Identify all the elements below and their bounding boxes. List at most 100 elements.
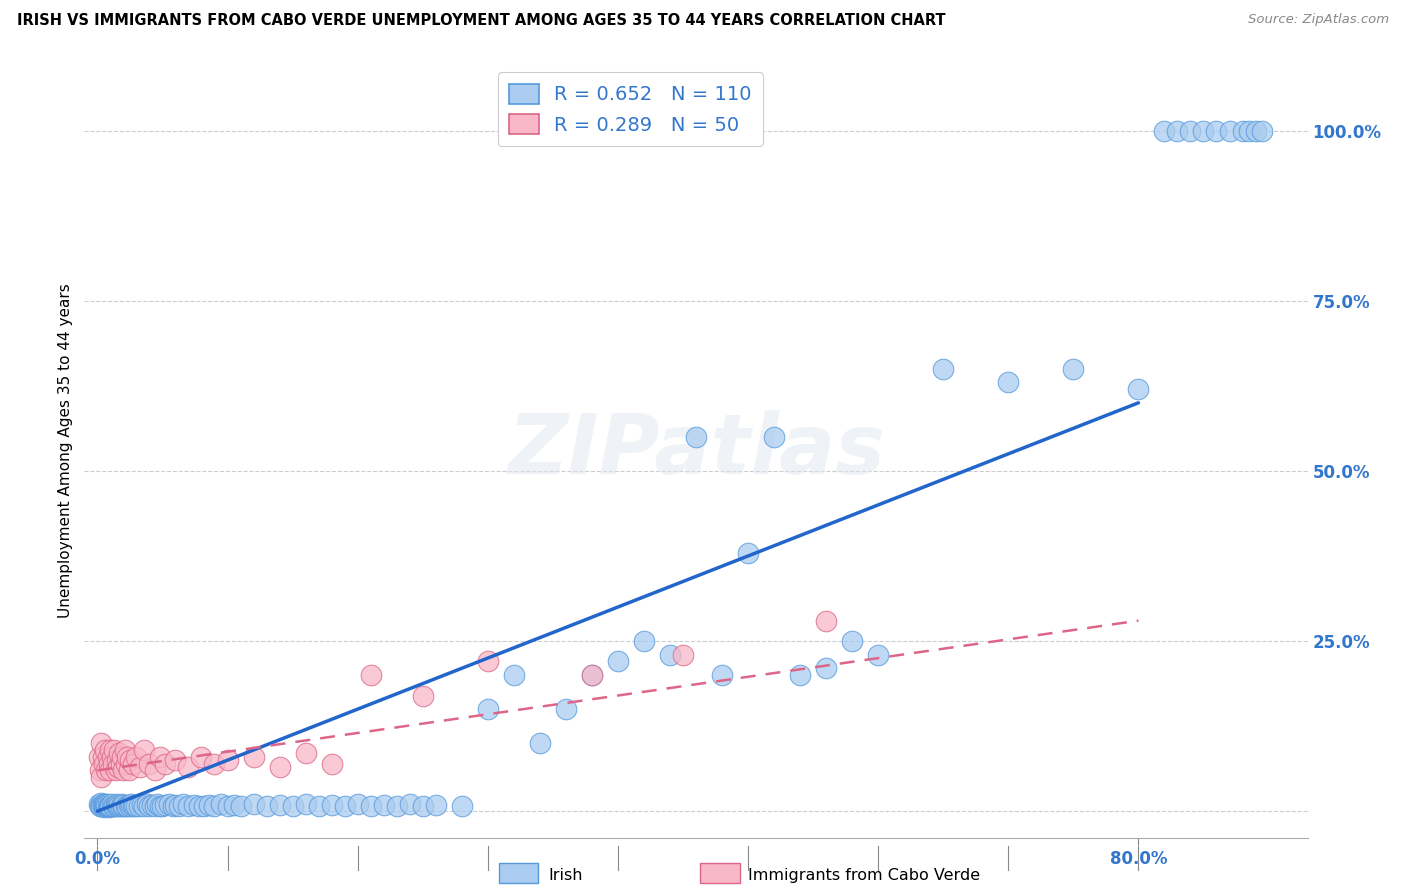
Point — [477, 702, 499, 716]
Point — [97, 797, 120, 812]
Point — [581, 668, 603, 682]
Point — [125, 749, 148, 764]
Point — [100, 799, 122, 814]
Point — [333, 798, 356, 813]
Point — [294, 747, 316, 761]
Point — [398, 797, 420, 812]
Point — [89, 798, 111, 813]
Point — [105, 797, 128, 812]
Point — [1062, 361, 1084, 376]
Point — [122, 798, 145, 813]
Point — [1153, 123, 1175, 137]
Point — [149, 749, 172, 764]
Point — [90, 736, 112, 750]
Point — [256, 799, 278, 814]
Point — [1128, 382, 1150, 396]
Point — [105, 753, 128, 767]
Point — [360, 799, 382, 814]
Point — [93, 800, 115, 814]
Point — [97, 749, 120, 764]
Point — [117, 798, 139, 813]
Point — [94, 743, 117, 757]
Point — [93, 798, 115, 813]
Point — [146, 797, 169, 812]
Point — [815, 614, 838, 628]
Point — [112, 764, 135, 778]
Point — [104, 798, 127, 813]
Point — [108, 747, 131, 761]
Text: Source: ZipAtlas.com: Source: ZipAtlas.com — [1249, 13, 1389, 27]
Point — [606, 655, 628, 669]
Point — [529, 736, 551, 750]
Point — [763, 430, 786, 444]
Point — [98, 800, 121, 814]
Point — [1166, 123, 1188, 137]
Point — [141, 798, 163, 813]
Point — [1237, 123, 1260, 137]
Point — [269, 798, 291, 813]
Point — [97, 798, 120, 813]
Point — [672, 648, 695, 662]
Point — [89, 764, 111, 778]
Point — [554, 702, 576, 716]
Point — [177, 760, 200, 774]
Point — [193, 799, 215, 814]
Point — [373, 798, 395, 813]
Point — [120, 797, 142, 812]
Point — [103, 799, 125, 814]
Point — [94, 797, 117, 812]
Point — [172, 797, 194, 812]
Point — [360, 668, 382, 682]
Point — [112, 799, 135, 814]
Point — [229, 798, 252, 813]
Point — [100, 797, 122, 812]
Point — [143, 798, 166, 813]
Point — [107, 799, 129, 814]
Point — [198, 798, 221, 813]
Point — [98, 798, 121, 813]
Point — [134, 798, 156, 813]
Point — [118, 753, 141, 767]
Point — [101, 756, 124, 771]
Point — [269, 760, 291, 774]
Point — [107, 760, 129, 774]
Point — [100, 764, 122, 778]
Point — [152, 798, 174, 813]
Point — [111, 749, 134, 764]
Point — [114, 743, 136, 757]
Point — [841, 634, 863, 648]
Point — [94, 798, 117, 813]
Point — [183, 798, 205, 813]
Point — [815, 661, 838, 675]
Point — [118, 798, 141, 813]
Point — [789, 668, 811, 682]
Point — [162, 799, 184, 814]
Point — [128, 799, 150, 814]
Point — [135, 797, 157, 812]
Point — [177, 799, 200, 814]
Point — [157, 797, 180, 812]
Point — [153, 798, 176, 813]
Point — [222, 798, 245, 813]
Point — [1244, 123, 1267, 137]
Text: Immigrants from Cabo Verde: Immigrants from Cabo Verde — [748, 869, 980, 883]
Point — [204, 798, 226, 813]
Point — [134, 743, 156, 757]
Point — [143, 764, 166, 778]
Point — [308, 799, 330, 814]
Point — [91, 799, 114, 814]
Point — [450, 798, 472, 813]
Point — [932, 361, 955, 376]
Point — [658, 648, 681, 662]
Point — [110, 756, 132, 771]
Point — [117, 749, 139, 764]
Point — [125, 798, 148, 813]
Point — [165, 798, 187, 813]
Point — [187, 798, 209, 813]
Point — [1192, 123, 1215, 137]
Point — [1251, 123, 1274, 137]
Point — [1218, 123, 1240, 137]
Point — [190, 749, 212, 764]
Point — [110, 798, 132, 813]
Point — [101, 798, 124, 813]
